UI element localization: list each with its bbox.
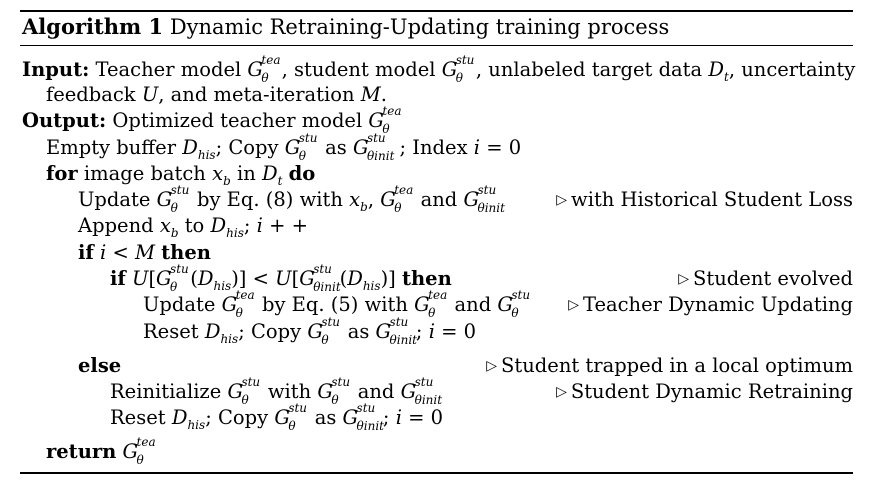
top-rule	[20, 10, 853, 12]
input-line-2: feedback U, and meta-iteration M.	[46, 83, 387, 106]
header-rule	[20, 45, 853, 46]
line-append: Append xb to Dhis; i + +	[78, 214, 308, 240]
comment-local-optimum: ▷ Student trapped in a local optimum	[486, 354, 853, 377]
comment-student-evolved: ▷ Student evolved	[678, 267, 853, 290]
comment-student-retraining: ▷ Student Dynamic Retraining	[556, 380, 853, 403]
algorithm-name: Dynamic Retraining-Updating training pro…	[169, 15, 670, 39]
line-if-meta: if i < M then	[78, 241, 211, 264]
line-else: else	[78, 354, 122, 377]
comment-historical-loss: ▷ with Historical Student Loss	[556, 188, 853, 211]
comment-teacher-updating: ▷ Teacher Dynamic Updating	[568, 293, 853, 316]
algorithm-label: Algorithm 1	[22, 14, 164, 39]
bottom-rule	[20, 472, 853, 474]
line-for: for image batch xb in Dt do	[46, 162, 316, 188]
line-if-uncertainty: if U[G stu θ (Dhis)] < U[G stu θinit (Dhis)]…	[110, 262, 452, 294]
algorithm-title: Algorithm 1 Dynamic Retraining-Updating …	[22, 14, 669, 39]
